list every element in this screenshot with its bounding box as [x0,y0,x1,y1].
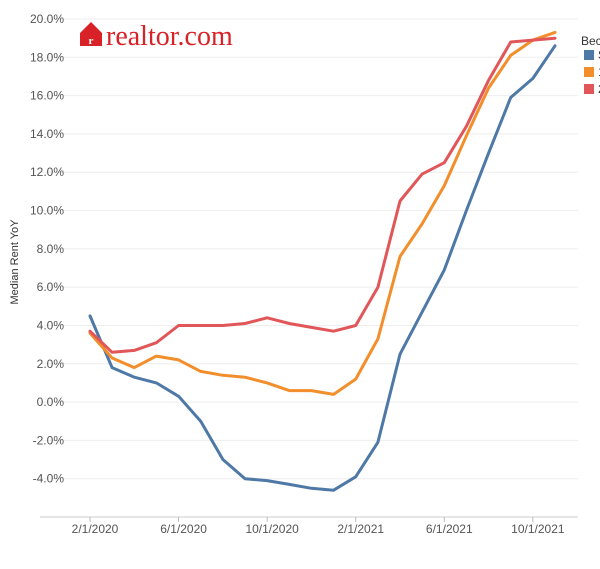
x-tick-label: 6/1/2020 [160,522,207,536]
y-tick-label: -2.0% [33,433,65,447]
realtor-logo: r realtor.com [80,21,233,52]
x-tick-label: 10/1/2020 [245,522,299,536]
y-tick-label: 8.0% [37,242,65,256]
y-tick-label: 18.0% [30,50,64,64]
x-tick-label: 6/1/2021 [426,522,473,536]
series-line-2 [88,36,557,354]
legend-title: Bec [581,34,600,48]
y-tick-label: 6.0% [37,280,65,294]
gridlines [40,18,578,480]
x-axis: 2/1/2020 6/1/2020 10/1/2020 2/1/2021 6/1/202… [72,517,565,536]
x-tick-label: 2/1/2021 [337,522,384,536]
series-lines [88,30,557,492]
series-line-1 [88,30,557,396]
y-tick-label: 14.0% [30,127,64,141]
y-tick-label: 16.0% [30,89,64,103]
legend-label: S [598,48,600,62]
legend-swatch [584,50,594,60]
y-tick-label: 20.0% [30,12,64,26]
legend-swatch [584,67,594,77]
y-tick-label: 10.0% [30,204,64,218]
series-line-0 [88,44,557,492]
y-axis-title: Median Rent YoY [9,219,21,305]
legend-label: 2 [598,82,600,96]
y-tick-label: 12.0% [30,165,64,179]
y-tick-label: 2.0% [37,357,65,371]
y-tick-label: 4.0% [37,318,65,332]
legend-swatch [584,84,594,94]
legend-label: 1 [598,65,600,79]
x-tick-label: 2/1/2020 [72,522,119,536]
y-tick-label: 0.0% [37,395,65,409]
x-tick-label: 10/1/2021 [511,522,565,536]
y-tick-label: -4.0% [33,472,65,486]
logo-wordmark: realtor.com [106,21,233,52]
house-icon [80,22,102,46]
svg-text:r: r [89,35,94,47]
y-axis: -4.0% -2.0% 0.0% 2.0% 4.0% 6.0% 8.0% 10.0% 12.0%… [30,12,64,486]
legend: Bec S 1 2 [581,34,600,96]
